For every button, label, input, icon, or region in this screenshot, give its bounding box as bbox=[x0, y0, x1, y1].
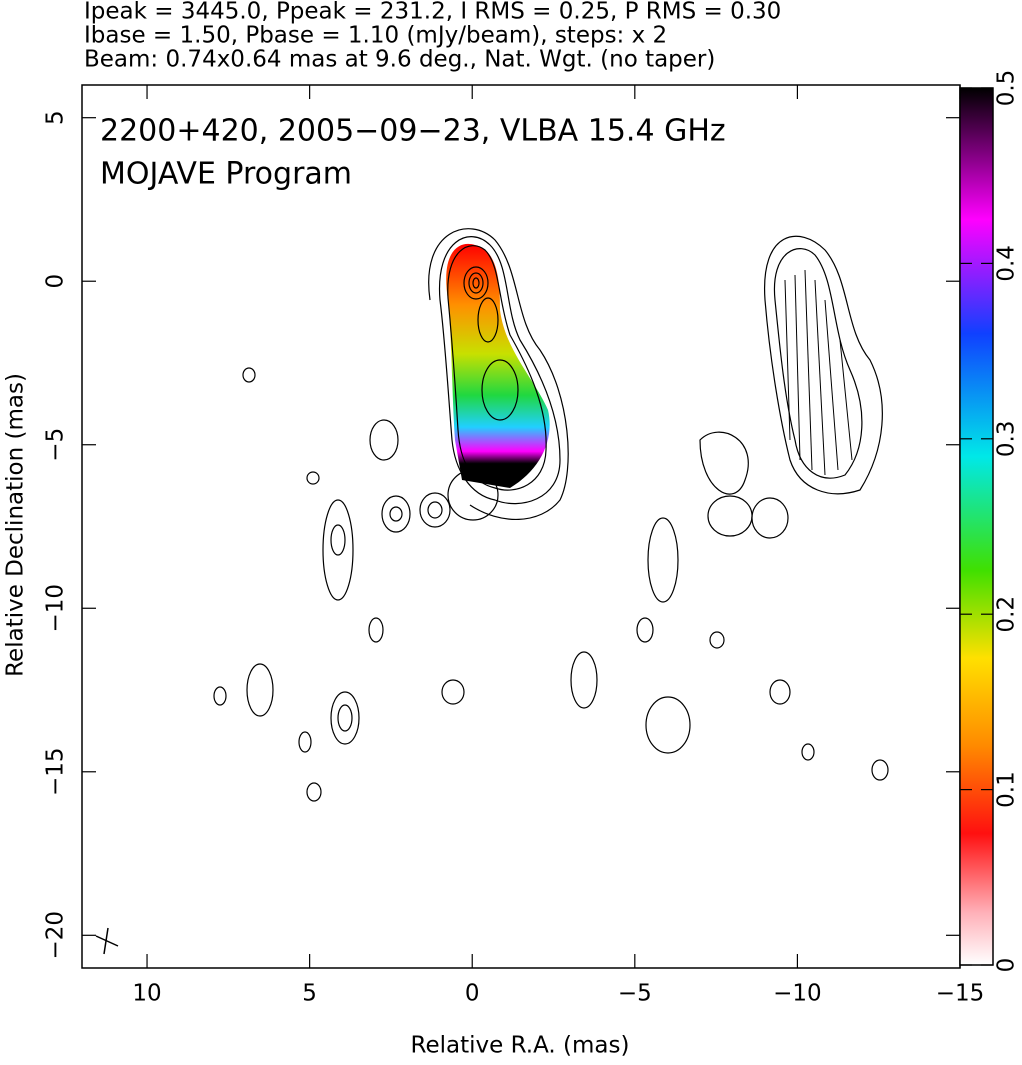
x-axis-label: Relative R.A. (mas) bbox=[411, 1033, 630, 1059]
plot-frame bbox=[81, 84, 961, 969]
colorbar bbox=[959, 87, 994, 966]
map-subtitle: MOJAVE Program bbox=[100, 157, 352, 192]
x-tick-label: 10 bbox=[132, 981, 161, 1007]
y-tick-label: 5 bbox=[43, 110, 69, 125]
y-tick-label: −15 bbox=[43, 748, 69, 797]
colorbar-tick-label: 0.2 bbox=[994, 596, 1020, 633]
colorbar-tick-label: 0 bbox=[994, 958, 1020, 973]
y-tick-label: −20 bbox=[43, 911, 69, 960]
y-tick-label: −10 bbox=[43, 584, 69, 633]
emission-right bbox=[636, 235, 889, 781]
x-tick-label: −10 bbox=[773, 981, 822, 1007]
colorbar-tick-label: 0.3 bbox=[994, 421, 1020, 458]
x-tick-label: 5 bbox=[302, 981, 317, 1007]
y-tick-label: −5 bbox=[43, 428, 69, 462]
colorbar-tick-label: 0.5 bbox=[994, 70, 1020, 107]
colorbar-tick-label: 0.1 bbox=[994, 771, 1020, 808]
map-title: 2200+420, 2005−09−23, VLBA 15.4 GHz bbox=[100, 114, 726, 149]
x-tick-label: 0 bbox=[465, 981, 480, 1007]
x-tick-label: −15 bbox=[936, 981, 985, 1007]
y-axis-label: Relative Declination (mas) bbox=[3, 373, 29, 677]
x-tick-label: −5 bbox=[618, 981, 652, 1007]
colorbar-tick-label: 0.4 bbox=[994, 245, 1020, 282]
emission-left bbox=[213, 228, 598, 802]
header-line: Ipeak = 3445.0, Ppeak = 231.2, I RMS = 0… bbox=[84, 0, 781, 25]
header-line: Beam: 0.74x0.64 mas at 9.6 deg., Nat. Wg… bbox=[84, 47, 715, 73]
beam bbox=[95, 927, 119, 955]
header-line: Ibase = 1.50, Pbase = 1.10 (mJy/beam), s… bbox=[84, 23, 667, 49]
y-tick-label: 0 bbox=[43, 274, 69, 289]
